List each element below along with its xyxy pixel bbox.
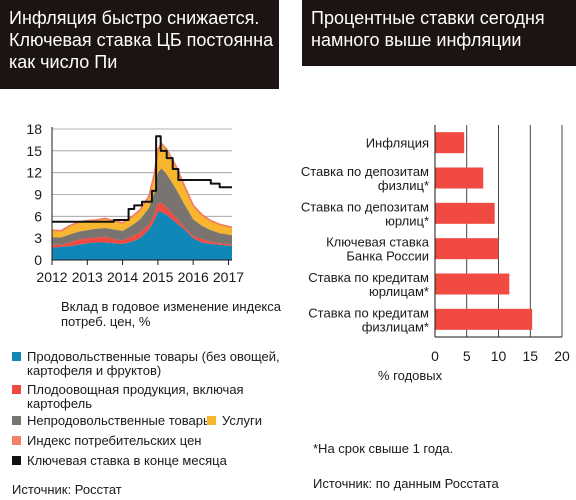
bar-category-label: юрлицам*	[369, 284, 429, 299]
legend-item-services: Услуги	[207, 414, 262, 428]
legend-item-food: Продовольственные товары (без овощей, кар…	[12, 350, 280, 378]
bar-category-label: Ставка по кредитам	[308, 270, 429, 285]
area-layer-produce	[52, 202, 232, 248]
area-y-tick-label: 6	[34, 208, 42, 224]
left-title-line-2: Ключевая ставка ЦБ постоянна	[9, 30, 274, 50]
bar-x-tick-label: 20	[554, 348, 570, 364]
inflation-area-chart: 0 3 6 9 12 15 18 2012 2013 2014 2015 2016 2017	[26, 121, 244, 285]
bar-chart-xlabel: % годовых	[378, 368, 443, 383]
bar-category-label: Инфляция	[366, 136, 429, 151]
area-x-tick-label: 2016	[178, 269, 209, 285]
right-footnote: *На срок свыше 1 года.	[313, 441, 454, 456]
area-x-tick-label: 2013	[72, 269, 103, 285]
legend-item-key-rate: Ключевая ставка в конце месяца	[12, 454, 227, 468]
bar-x-tick-label: 0	[431, 348, 439, 364]
bar-category-label: Ключевая ставка	[326, 235, 430, 250]
bar-x-tick-label: 10	[491, 348, 507, 364]
area-layer-food	[52, 211, 232, 260]
area-layer-services	[52, 143, 232, 238]
legend-label-produce-line-1: Плодоовощная продукция, включая	[27, 382, 244, 397]
bar-category-label: Ставка по депозитам	[301, 164, 429, 179]
bar-x-tick-label: 5	[463, 348, 471, 364]
bar	[435, 132, 465, 154]
right-title-line-1: Процентные ставки сегодня	[311, 8, 545, 28]
area-chart-subtitle-line-1: Вклад в годовое изменение индекса	[61, 299, 281, 314]
right-source: Источник: по данным Росстата	[313, 476, 499, 491]
bar	[435, 202, 495, 224]
left-title-line-1: Инфляция быстро снижается.	[9, 8, 260, 28]
area-y-tick-label: 0	[34, 252, 42, 268]
area-chart-subtitle-line-2: потреб. цен, %	[61, 314, 151, 329]
legend-label-nonfood: Непродовольственные товары	[27, 413, 213, 428]
legend-swatch-key-rate	[12, 456, 21, 465]
legend-item-cpi: Индекс потребительских цен	[12, 434, 201, 448]
area-layer-nonfood	[52, 168, 232, 245]
bar-category-label: физлиц*	[378, 178, 429, 193]
legend-item-nonfood: Непродовольственные товары	[12, 414, 212, 428]
area-y-tick-label: 12	[26, 165, 42, 181]
legend-swatch-produce	[12, 385, 21, 394]
area-x-tick-label: 2015	[142, 269, 173, 285]
line-key_rate	[52, 135, 232, 223]
bar-category-label: физлицам*	[362, 319, 429, 334]
right-title-line-2: намного выше инфляции	[311, 30, 522, 50]
left-source: Источник: Росстат	[12, 482, 122, 497]
legend-swatch-cpi	[12, 436, 21, 445]
bar	[435, 308, 533, 330]
bar-category-label: юрлиц*	[385, 213, 429, 228]
legend-item-produce: Плодоовощная продукция, включая картофель	[12, 383, 244, 411]
legend-swatch-food	[12, 352, 21, 361]
area-x-tick-label: 2014	[107, 269, 138, 285]
legend-label-food-line-2: картофеля и фруктов)	[27, 363, 162, 378]
area-y-tick-label: 9	[34, 187, 42, 203]
bar-category-label: Банка России	[346, 249, 429, 264]
area-y-tick-label: 18	[26, 121, 42, 137]
legend-swatch-services	[207, 416, 216, 425]
left-title-banner: Инфляция быстро снижается. Ключевая став…	[0, 0, 279, 89]
legend-swatch-nonfood	[12, 416, 21, 425]
right-title-banner: Процентные ставки сегодня намного выше и…	[302, 0, 576, 66]
bar	[435, 273, 510, 295]
legend-label-food-line-1: Продовольственные товары (без овощей,	[27, 349, 280, 364]
bar	[435, 238, 499, 260]
area-x-tick-label: 2017	[213, 269, 244, 285]
legend-label-services: Услуги	[222, 413, 262, 428]
area-chart-subtitle: Вклад в годовое изменение индекса потреб…	[61, 299, 281, 329]
left-title-line-3: как число Пи	[9, 52, 118, 72]
bar	[435, 167, 484, 189]
legend-label-key-rate: Ключевая ставка в конце месяца	[27, 453, 227, 468]
area-y-tick-label: 15	[26, 143, 42, 159]
area-y-tick-label: 3	[34, 230, 42, 246]
legend-label-cpi: Индекс потребительских цен	[27, 433, 202, 448]
bar-category-label: Ставка по кредитам	[308, 305, 429, 320]
legend-label-produce-line-2: картофель	[27, 396, 93, 411]
bar-category-label: Ставка по депозитам	[301, 199, 429, 214]
area-x-tick-label: 2012	[36, 269, 67, 285]
bar-x-tick-label: 15	[522, 348, 538, 364]
